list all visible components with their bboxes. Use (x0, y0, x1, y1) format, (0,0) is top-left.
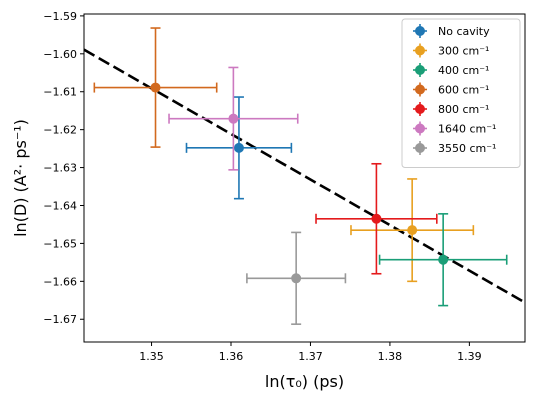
data-point-1 (350, 178, 475, 283)
legend-entry-5: 1640 cm⁻¹ (413, 121, 496, 136)
y-tick-label: −1.59 (43, 10, 77, 23)
legend-label: 3550 cm⁻¹ (438, 142, 496, 155)
data-marker (438, 254, 449, 265)
legend-entry-2: 400 cm⁻¹ (413, 63, 489, 77)
y-tick-label: −1.63 (43, 162, 77, 175)
legend-entry-6: 3550 cm⁻¹ (413, 141, 496, 155)
legend-swatch-marker (415, 143, 425, 153)
data-point-6 (246, 231, 347, 325)
plot-frame (83, 13, 526, 343)
legend-label: 1640 cm⁻¹ (438, 123, 496, 136)
legend-entry-3: 600 cm⁻¹ (413, 82, 489, 97)
legend-label: 400 cm⁻¹ (438, 64, 489, 77)
data-point-4 (315, 162, 438, 275)
y-tick-label: −1.62 (43, 124, 77, 137)
y-ticks: −1.59 −1.60 −1.61 −1.62 −1.63 −1.64 −1.65 −1.66… (43, 10, 84, 326)
legend-label: 800 cm⁻¹ (438, 103, 489, 116)
legend-swatch-marker (415, 104, 425, 114)
y-tick-label: −1.65 (43, 237, 77, 250)
y-tick-label: −1.60 (43, 48, 77, 61)
data-point-5 (168, 66, 299, 171)
legend-label: 600 cm⁻¹ (438, 84, 489, 97)
points-layer (93, 27, 508, 325)
x-tick-label: 1.39 (457, 350, 482, 363)
legend-swatch-marker (415, 45, 425, 56)
x-tick-label: 1.38 (378, 350, 403, 363)
y-tick-label: −1.66 (43, 275, 77, 288)
x-tick-label: 1.35 (139, 350, 164, 363)
data-marker (407, 225, 418, 236)
y-axis-label: ln(D) (A²· ps⁻¹) (11, 119, 30, 237)
axes-layer (83, 13, 526, 343)
y-tick-label: −1.67 (43, 313, 77, 326)
legend-entry-1: 300 cm⁻¹ (413, 43, 489, 58)
data-marker (228, 113, 239, 124)
legend-swatch-marker (415, 84, 425, 95)
legend: No cavity 300 cm⁻¹ 400 cm⁻¹ 600 cm⁻¹ 800 cm⁻… (401, 18, 521, 168)
legend-box (401, 18, 521, 168)
legend-swatch-marker (415, 65, 425, 75)
data-point-0 (185, 96, 293, 200)
x-axis-label: ln(τ₀) (ps) (265, 372, 344, 391)
x-tick-label: 1.36 (219, 350, 244, 363)
legend-entry-4: 800 cm⁻¹ (413, 102, 489, 116)
data-marker (150, 82, 161, 93)
x-ticks: 1.35 1.36 1.37 1.38 1.39 (139, 342, 482, 363)
data-marker (371, 213, 382, 224)
legend-label: 300 cm⁻¹ (438, 45, 489, 58)
x-tick-label: 1.37 (298, 350, 323, 363)
data-marker (233, 142, 244, 153)
y-tick-label: −1.61 (43, 86, 77, 99)
legend-entry-0: No cavity (413, 24, 490, 38)
legend-label: No cavity (438, 25, 490, 38)
legend-swatch-marker (415, 123, 425, 134)
y-tick-label: −1.64 (43, 199, 77, 212)
data-point-2 (378, 213, 508, 307)
data-marker (291, 273, 302, 284)
data-point-3 (93, 27, 218, 148)
legend-swatch-marker (415, 26, 425, 36)
